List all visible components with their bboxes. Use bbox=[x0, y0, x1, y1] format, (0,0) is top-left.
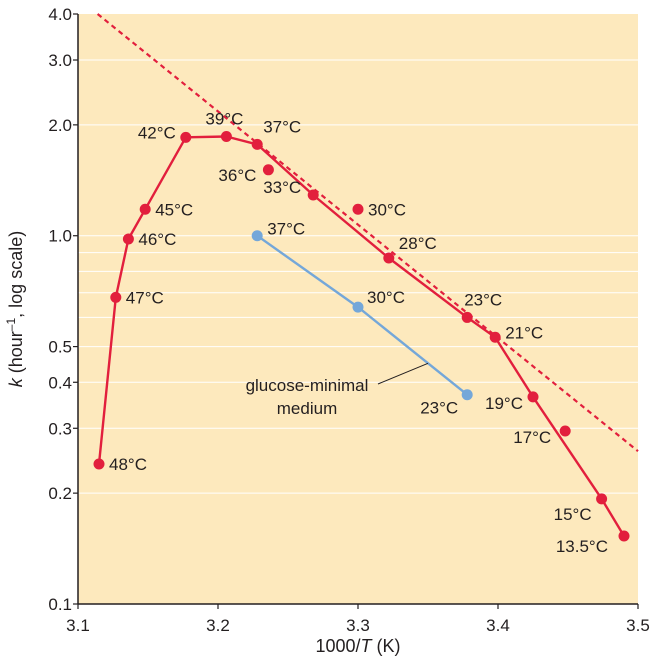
point-rich-15-C bbox=[596, 493, 608, 505]
point-rich-37-C bbox=[251, 138, 263, 150]
label-rich-47-C: 47°C bbox=[126, 288, 164, 307]
point-rich-48-C bbox=[93, 458, 105, 470]
label-rich-46-C: 46°C bbox=[138, 230, 176, 249]
point-rich-19-C bbox=[527, 391, 539, 403]
label-rich_outliers-36-C: 36°C bbox=[218, 166, 256, 185]
y-tick-label-0-2: 0.2 bbox=[48, 484, 72, 503]
label-rich-39-C: 39°C bbox=[205, 109, 243, 128]
y-tick-label-3-0: 3.0 bbox=[48, 51, 72, 70]
x-tick-label-3-3: 3.3 bbox=[346, 616, 370, 635]
label-rich-15-C: 15°C bbox=[554, 505, 592, 524]
label-rich-13-5-C: 13.5°C bbox=[556, 537, 608, 556]
x-axis-label: 1000/T (K) bbox=[315, 636, 400, 656]
point-rich-46-C bbox=[122, 233, 134, 245]
point-rich-45-C bbox=[139, 203, 151, 215]
label-minimal-30-C: 30°C bbox=[367, 288, 405, 307]
label-rich_outliers-17-C: 17°C bbox=[513, 428, 551, 447]
annotation-leader-line bbox=[377, 362, 429, 385]
annotation-line-1: glucose-minimal bbox=[246, 376, 369, 395]
y-axis-label: k (hour–1, log scale) bbox=[4, 231, 26, 387]
label-minimal-23-C: 23°C bbox=[420, 399, 458, 418]
y-tick-label-0-1: 0.1 bbox=[48, 595, 72, 614]
extrapolation-dashed-line bbox=[96, 13, 639, 453]
point-rich-28-C bbox=[383, 252, 395, 264]
label-rich-45-C: 45°C bbox=[155, 200, 193, 219]
point-rich_outliers-36-C bbox=[262, 164, 274, 176]
point-rich-13-5-C bbox=[618, 530, 630, 542]
label-rich-23-C: 23°C bbox=[464, 290, 502, 309]
point-rich-39-C bbox=[220, 130, 232, 142]
axes bbox=[73, 13, 639, 609]
point-rich-33-C bbox=[307, 189, 319, 201]
label-rich-42-C: 42°C bbox=[138, 123, 176, 142]
label-rich-28-C: 28°C bbox=[399, 234, 437, 253]
point-minimal-37-C bbox=[251, 230, 263, 242]
y-tick-label-0-5: 0.5 bbox=[48, 338, 72, 357]
point-labels: 48°C 47°C 46°C 45°C 42°C 39°C 37°C 33°C 28°C 23°C… bbox=[109, 109, 608, 556]
y-tick-label-0-3: 0.3 bbox=[48, 419, 72, 438]
y-tick-label-1-0: 1.0 bbox=[48, 227, 72, 246]
point-rich_outliers-17-C bbox=[559, 425, 571, 437]
point-rich-23-C bbox=[461, 311, 473, 323]
glucose-minimal-annotation: glucose-minimal medium bbox=[246, 362, 429, 418]
label-minimal-37-C: 37°C bbox=[267, 220, 305, 239]
x-tick-label-3-1: 3.1 bbox=[66, 616, 90, 635]
x-tick-label-3-5: 3.5 bbox=[626, 616, 650, 635]
label-rich-37-C: 37°C bbox=[263, 117, 301, 136]
x-tick-label-3-4: 3.4 bbox=[486, 616, 510, 635]
label-rich-19-C: 19°C bbox=[485, 394, 523, 413]
point-minimal-30-C bbox=[352, 301, 364, 313]
y-tick-label-0-4: 0.4 bbox=[48, 373, 72, 392]
series-line-rich bbox=[97, 135, 626, 537]
annotation-line-2: medium bbox=[277, 399, 337, 418]
point-rich-42-C bbox=[180, 131, 192, 143]
point-rich-21-C bbox=[489, 331, 501, 343]
point-rich_outliers-30-C bbox=[352, 203, 364, 215]
tick-labels: 3.1 3.2 3.3 3.4 3.5 0.1 0.2 0.3 0.4 0.5 1.0 2.0 3.0 4… bbox=[48, 5, 649, 635]
y-tick-label-4-0: 4.0 bbox=[48, 5, 72, 24]
label-rich-21-C: 21°C bbox=[505, 323, 543, 342]
x-tick-label-3-2: 3.2 bbox=[206, 616, 230, 635]
extrapolation-line bbox=[96, 13, 639, 453]
label-rich-48-C: 48°C bbox=[109, 455, 147, 474]
label-rich_outliers-30-C: 30°C bbox=[368, 200, 406, 219]
data-points bbox=[93, 130, 630, 542]
y-tick-label-2-0: 2.0 bbox=[48, 116, 72, 135]
point-minimal-23-C bbox=[461, 389, 473, 401]
label-rich-33-C: 33°C bbox=[263, 178, 301, 197]
point-rich-47-C bbox=[110, 291, 122, 303]
gridlines bbox=[78, 59, 638, 494]
